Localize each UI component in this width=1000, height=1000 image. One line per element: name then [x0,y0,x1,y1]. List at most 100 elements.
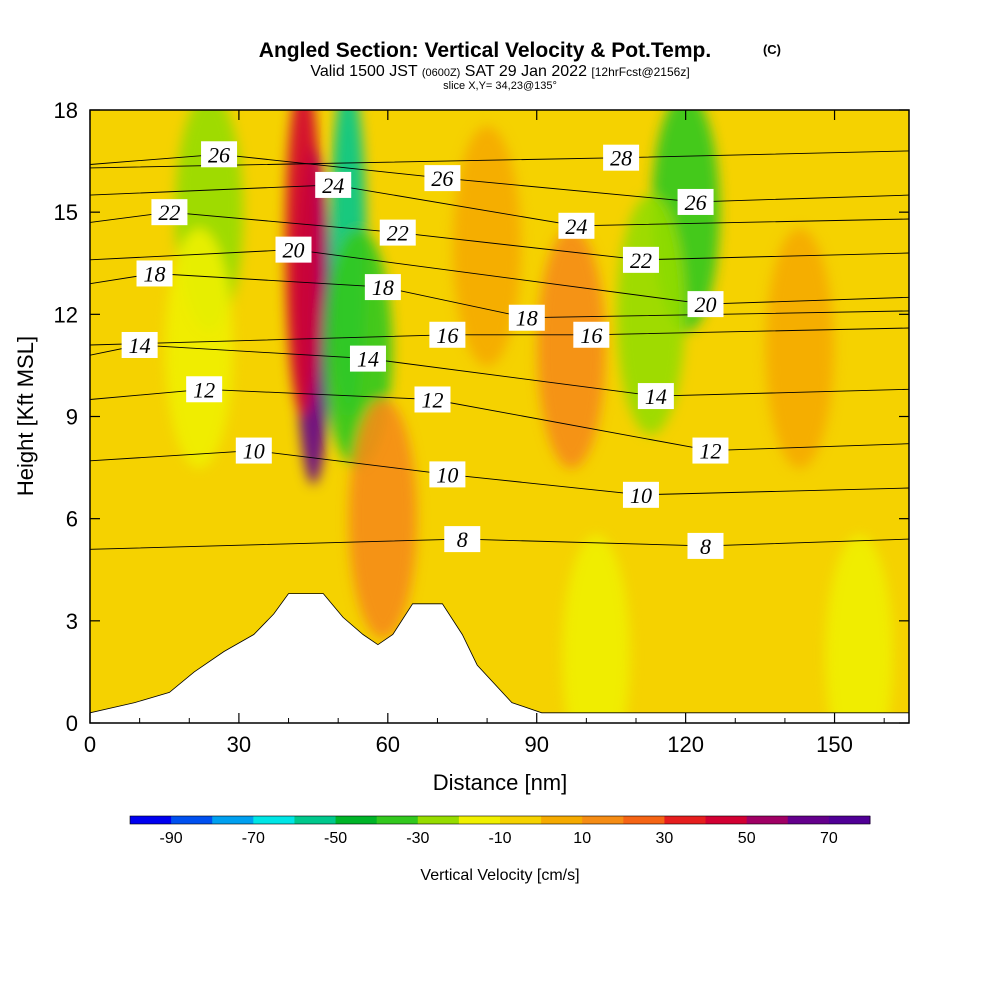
colorbar-swatch-4 [294,816,337,824]
theta-label-5: 12 [186,376,223,403]
colorbar-swatch-7 [417,816,460,824]
theta-contour-16 [90,327,909,346]
svg-text:16: 16 [580,323,602,348]
svg-text:8: 8 [457,527,468,552]
theta-label-11: 16 [429,321,466,348]
axes: 0 30 60 90 120 150 0 3 6 9 12 15 18 [54,98,909,757]
valid-prefix: Valid 1500 JST [310,63,418,80]
svg-text:12: 12 [699,439,721,464]
x-tick-label: 120 [667,732,704,757]
y-tick-label: 9 [66,405,78,430]
theta-label-6: 12 [414,386,451,413]
svg-text:16: 16 [436,323,458,348]
colorbar-swatch-6 [376,816,419,824]
svg-text:22: 22 [387,221,409,246]
theta-label-10: 14 [637,383,674,410]
velocity-feature-13 [825,534,894,723]
theta-label-2: 10 [235,437,272,464]
contour-labels: 8 8 10 10 10 12 12 12 14 14 14 16 16 18 18 18 20 20 22 22 22… [121,141,729,559]
svg-text:12: 12 [421,387,443,412]
chart-title-tag: (C) [763,42,781,57]
forecast-info: [12hrFcst@2156z] [591,65,689,79]
svg-text:10: 10 [436,462,458,487]
theta-label-8: 14 [121,331,158,358]
theta-label-0: 8 [444,526,481,553]
svg-text:10: 10 [630,483,652,508]
svg-text:14: 14 [129,333,151,358]
velocity-feature-11 [453,126,522,367]
theta-label-7: 12 [692,437,729,464]
colorbar-swatch-0 [130,816,172,824]
colorbar-swatch-12 [623,816,665,824]
terrain-mask [90,593,909,723]
svg-text:14: 14 [357,347,379,372]
theta-label-24: 26 [424,165,461,192]
theta-label-9: 14 [349,345,386,372]
svg-text:18: 18 [372,275,394,300]
y-tick-label: 3 [66,609,78,634]
colorbar-swatch-1 [171,816,213,824]
valid-utc: (0600Z) [422,67,461,79]
svg-text:14: 14 [645,384,667,409]
x-tick-label: 0 [84,732,96,757]
colorbar: -90 -70 -50 -30 -10 10 30 50 70 [129,815,871,847]
x-tick-label: 90 [524,732,548,757]
colorbar-label: Vertical Velocity [cm/s] [420,867,579,884]
theta-label-20: 22 [622,246,659,273]
y-axis-label: Height [Kft MSL] [13,336,38,496]
theta-label-26: 28 [603,144,640,171]
colorbar-tick-label: -90 [160,830,183,847]
colorbar-swatch-17 [828,816,871,824]
theta-label-21: 24 [315,171,352,198]
svg-text:24: 24 [565,214,587,239]
svg-text:26: 26 [208,142,230,167]
colorbar-swatch-10 [541,816,583,824]
valid-time-line: Valid 1500 JST (0600Z) SAT 29 Jan 2022 [… [310,63,689,80]
x-axis-label: Distance [nm] [433,770,568,795]
colorbar-swatch-15 [746,816,789,824]
svg-text:12: 12 [193,377,215,402]
y-tick-label: 15 [54,200,78,225]
plot-area: 8 8 10 10 10 12 12 12 14 14 14 16 16 18 18 18 20 20 22 22 22… [90,110,909,723]
x-tick-label: 150 [816,732,853,757]
colorbar-tick-label: 50 [738,830,756,847]
theta-label-17: 20 [687,291,724,318]
theta-contour-24 [90,184,909,227]
slice-info: slice X,Y= 34,23@135° [443,80,557,92]
chart-header: Angled Section: Vertical Velocity & Pot.… [259,39,781,92]
svg-text:24: 24 [322,173,344,198]
colorbar-tick-label: -10 [488,830,511,847]
theta-label-1: 8 [687,532,724,559]
velocity-feature-12 [562,534,631,723]
theta-label-13: 18 [136,260,173,287]
colorbar-swatch-3 [253,816,295,824]
colorbar-tick-label: 70 [820,830,838,847]
velocity-feature-9 [537,228,606,469]
svg-text:20: 20 [694,292,716,317]
y-tick-label: 6 [66,507,78,532]
x-tick-label: 30 [227,732,251,757]
theta-contour-8 [90,538,909,550]
theta-label-15: 18 [508,304,545,331]
chart-title: Angled Section: Vertical Velocity & Pot.… [259,39,711,62]
colorbar-swatch-16 [787,816,830,824]
svg-text:18: 18 [516,306,538,331]
svg-text:18: 18 [144,261,166,286]
svg-text:22: 22 [630,248,652,273]
colorbar-swatch-2 [212,816,254,824]
colorbar-tick-label: 10 [573,830,591,847]
colorbar-swatch-8 [458,816,501,824]
theta-label-4: 10 [622,481,659,508]
theta-contour-20 [90,249,909,305]
svg-text:26: 26 [431,166,453,191]
velocity-feature-8 [348,398,417,639]
theta-label-23: 26 [201,141,238,168]
theta-label-16: 20 [275,236,312,263]
y-tick-label: 12 [54,302,78,327]
valid-date: SAT 29 Jan 2022 [465,63,587,80]
colorbar-tick-label: -70 [242,830,265,847]
theta-label-18: 22 [151,199,188,226]
colorbar-tick-label: -30 [406,830,429,847]
theta-label-12: 16 [573,321,610,348]
